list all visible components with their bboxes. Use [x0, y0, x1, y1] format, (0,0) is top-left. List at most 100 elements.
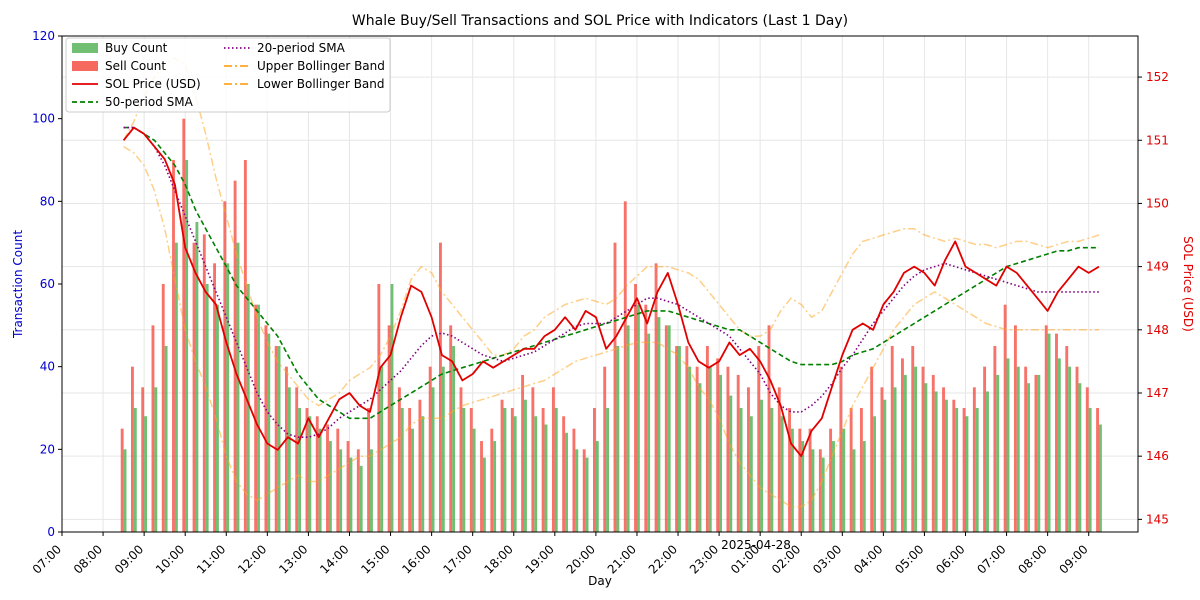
sell-bar — [541, 408, 545, 532]
right-axis-label: SOL Price (USD) — [1181, 236, 1195, 332]
sell-bar — [336, 428, 340, 532]
buy-bar — [123, 449, 127, 532]
sell-bar — [1024, 366, 1028, 532]
buy-bar — [657, 317, 661, 532]
sell-bar — [418, 399, 422, 532]
buy-bar — [801, 441, 805, 532]
buy-bar — [524, 399, 527, 532]
sell-bar — [161, 284, 165, 532]
buy-bar — [267, 333, 271, 532]
buy-bar — [174, 242, 178, 532]
buy-bar — [287, 387, 291, 532]
y-left-tick-label: 100 — [32, 112, 55, 126]
buy-bar — [370, 449, 373, 532]
sell-bar — [767, 325, 771, 532]
sell-bar — [510, 408, 514, 532]
buy-bar — [903, 374, 907, 532]
y-right-tick-label: 150 — [1146, 196, 1169, 210]
sell-bar — [449, 325, 453, 532]
buy-bar — [595, 441, 599, 532]
legend-label: Lower Bollinger Band — [257, 77, 385, 91]
buy-bar — [975, 408, 979, 532]
buy-bar — [749, 416, 753, 532]
buy-bar — [883, 399, 887, 532]
buy-bar — [400, 408, 404, 532]
buy-bar — [790, 428, 794, 532]
sell-bar — [531, 387, 535, 532]
buy-bar — [934, 391, 938, 532]
sell-bar — [931, 374, 935, 532]
sell-bar — [818, 449, 822, 532]
legend-label: Sell Count — [105, 59, 166, 73]
buy-bar — [760, 399, 764, 532]
buy-bar — [955, 408, 959, 532]
sell-bar — [428, 366, 432, 532]
sell-bar — [972, 387, 976, 532]
x-axis-label: Day — [588, 574, 612, 588]
buy-bar — [308, 416, 312, 532]
sell-bar — [397, 387, 401, 532]
sell-bar — [613, 242, 617, 532]
sell-bar — [664, 325, 668, 532]
buy-bar — [195, 222, 199, 532]
buy-bar — [257, 304, 260, 532]
sell-bar — [695, 366, 699, 532]
buy-bar — [698, 383, 702, 532]
sell-bar — [593, 408, 596, 532]
buy-bar — [185, 160, 189, 532]
buy-bar — [821, 457, 825, 532]
sell-bar — [213, 263, 217, 532]
left-axis-label: Transaction Count — [11, 230, 25, 339]
buy-bar — [636, 304, 640, 532]
sell-bar — [901, 358, 904, 532]
sell-bar — [644, 304, 648, 532]
buy-bar — [1006, 358, 1010, 532]
buy-bar — [729, 395, 733, 532]
legend-label: 20-period SMA — [257, 41, 346, 55]
buy-bar — [534, 416, 538, 532]
sell-bar — [623, 201, 627, 533]
date-label: 2025-04-28 — [721, 538, 791, 552]
buy-bar — [462, 408, 466, 532]
buy-bar — [1078, 383, 1082, 532]
sell-bar — [962, 408, 966, 532]
sell-bar — [192, 242, 196, 532]
y-right-tick-label: 149 — [1146, 260, 1169, 274]
buy-bar — [411, 428, 414, 532]
sell-bar — [490, 428, 494, 532]
sell-bar — [582, 449, 586, 532]
sell-bar — [346, 441, 350, 532]
sell-bar — [685, 346, 689, 532]
sell-bar — [1065, 346, 1069, 532]
upper-bollinger-line — [122, 57, 1100, 407]
y-left-tick-label: 120 — [32, 29, 55, 43]
sell-bar — [387, 325, 391, 532]
sell-bar — [521, 374, 525, 532]
sell-bar — [777, 387, 781, 532]
buy-bar — [339, 449, 343, 532]
sell-bar — [870, 366, 874, 532]
legend-label: Upper Bollinger Band — [257, 59, 385, 73]
sell-bar — [243, 160, 247, 532]
sell-bar — [141, 387, 145, 532]
buy-bar — [503, 408, 507, 532]
sell-bar — [254, 304, 258, 532]
buy-bar — [328, 441, 332, 532]
chart-title: Whale Buy/Sell Transactions and SOL Pric… — [352, 13, 848, 29]
buy-bar — [678, 346, 681, 532]
sell-bar — [1075, 366, 1079, 532]
y-right-tick-label: 152 — [1146, 70, 1169, 84]
sell-bar — [705, 346, 709, 532]
buy-bar — [164, 346, 168, 532]
sell-bar — [808, 428, 812, 532]
buy-bar — [708, 366, 712, 532]
sell-bar — [726, 366, 730, 532]
buy-bar — [1016, 366, 1020, 532]
sell-bar — [942, 387, 945, 532]
y-right-tick-label: 148 — [1146, 323, 1169, 337]
price-line — [122, 126, 1100, 458]
buy-bar — [626, 325, 630, 532]
legend-label: SOL Price (USD) — [105, 77, 201, 91]
buy-bar — [944, 399, 948, 532]
buy-bar — [873, 416, 876, 532]
